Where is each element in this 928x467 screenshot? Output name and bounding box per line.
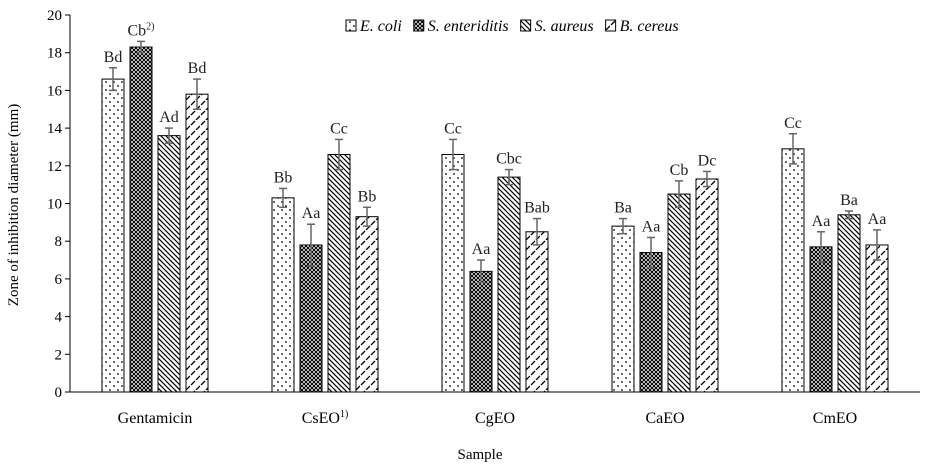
x-axis-title: Sample — [458, 447, 503, 463]
y-tick-label: 12 — [47, 159, 62, 175]
data-label: Cb — [670, 162, 689, 179]
data-label: Ba — [840, 192, 858, 209]
data-label: Aa — [302, 205, 321, 222]
y-tick-label: 8 — [55, 234, 63, 250]
data-label: Bb — [358, 188, 377, 205]
category-labels: Gentamicin CsEO1) CgEO CaEO CmEO — [118, 409, 858, 427]
y-tick-label: 4 — [55, 310, 63, 326]
data-label: Cbc — [496, 151, 522, 168]
y-ticks: 0 2 4 6 8 10 12 14 16 18 20 — [47, 8, 70, 401]
bar — [441, 153, 465, 393]
legend-swatch — [413, 19, 425, 32]
legend-swatch — [605, 19, 617, 32]
bar — [157, 135, 181, 393]
bar — [497, 176, 521, 393]
x-tick-label: Gentamicin — [118, 410, 193, 427]
data-label: Ba — [614, 200, 632, 217]
bar — [865, 244, 889, 393]
x-tick-label: CsEO1) — [302, 409, 349, 427]
data-label: Dc — [698, 152, 717, 169]
data-label: Bb — [274, 169, 293, 186]
data-label: Bd — [188, 60, 207, 77]
bar — [327, 153, 351, 393]
y-tick-label: 14 — [47, 121, 63, 137]
data-label: Cc — [330, 120, 348, 137]
bar — [695, 178, 719, 393]
legend-label: S. enteriditis — [428, 18, 509, 35]
bar — [185, 93, 209, 393]
legend-swatch — [345, 19, 357, 32]
data-label: Ad — [159, 109, 179, 126]
legend: E. coli S. enteriditis S. aureus B. cereus — [345, 18, 679, 35]
y-tick-label: 2 — [55, 347, 63, 363]
y-tick-label: 6 — [55, 272, 63, 288]
data-label: Cc — [784, 115, 802, 132]
data-label: Aa — [472, 241, 491, 258]
y-tick-label: 18 — [47, 46, 62, 62]
data-label: Cc — [444, 120, 462, 137]
bar — [639, 252, 663, 393]
data-label: Bab — [524, 200, 550, 217]
y-axis-title: Zone of inhibition diameter (mm) — [6, 104, 22, 306]
x-tick-label: CgEO — [475, 410, 515, 427]
y-tick-label: 0 — [55, 385, 63, 401]
data-label: Bd — [104, 49, 123, 66]
legend-label: E. coli — [359, 18, 402, 35]
bar — [667, 193, 691, 393]
bar — [837, 214, 861, 393]
data-label: Aa — [868, 211, 887, 228]
bar — [299, 244, 323, 393]
legend-swatch — [520, 19, 532, 32]
bar — [469, 270, 493, 393]
data-label: Aa — [642, 218, 661, 235]
bar — [809, 246, 833, 393]
x-tick-label: CaEO — [645, 410, 684, 427]
bar — [611, 225, 635, 393]
data-label: Cb2) — [127, 21, 154, 39]
bar — [781, 148, 805, 393]
y-tick-label: 20 — [47, 8, 62, 24]
bar — [525, 231, 549, 393]
y-tick-label: 10 — [47, 197, 62, 213]
y-tick-label: 16 — [47, 83, 63, 99]
bar — [129, 46, 153, 393]
bar — [271, 197, 295, 393]
legend-label: B. cereus — [620, 18, 679, 35]
legend-label: S. aureus — [535, 18, 594, 35]
bar — [101, 78, 125, 393]
bar — [355, 216, 379, 393]
data-label: Aa — [812, 213, 831, 230]
x-tick-label: CmEO — [813, 410, 857, 427]
